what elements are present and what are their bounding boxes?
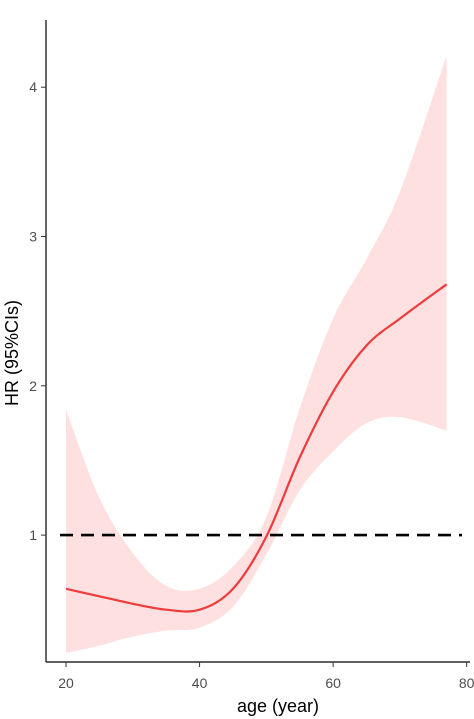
y-tick-label: 2 (29, 378, 37, 394)
hr-curve (65, 283, 448, 613)
x-tick-label: 60 (325, 675, 341, 691)
x-tick-label: 20 (58, 675, 74, 691)
confidence-band (66, 55, 447, 654)
y-axis-ticks: 1 2 3 4 (29, 79, 46, 543)
y-tick-label: 3 (29, 228, 37, 244)
x-axis-ticks: 20 40 60 80 (58, 662, 474, 691)
x-tick-label: 40 (192, 675, 208, 691)
x-axis-title: age (year) (237, 696, 319, 716)
x-tick-label: 80 (459, 675, 474, 691)
y-axis-title: HR (95%CIs) (2, 300, 22, 406)
y-tick-label: 4 (29, 79, 37, 95)
y-tick-label: 1 (29, 527, 37, 543)
